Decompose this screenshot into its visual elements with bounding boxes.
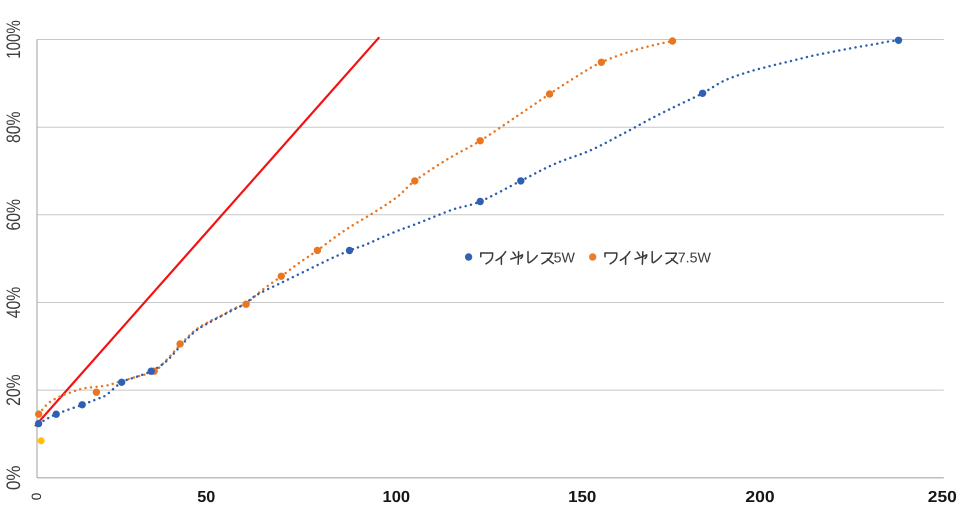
svg-text:40%: 40%	[3, 287, 25, 319]
svg-text:250: 250	[928, 489, 957, 506]
svg-text:100%: 100%	[3, 20, 25, 59]
svg-text:200: 200	[745, 489, 774, 506]
svg-text:7.5W: 7.5W	[678, 250, 712, 266]
svg-text:80%: 80%	[3, 111, 25, 143]
svg-text:50: 50	[197, 489, 215, 506]
svg-text:5W: 5W	[554, 250, 576, 266]
svg-text:100: 100	[383, 489, 411, 506]
svg-text:0: 0	[29, 493, 44, 501]
svg-text:0%: 0%	[3, 466, 25, 491]
svg-text:150: 150	[568, 489, 596, 506]
svg-text:20%: 20%	[3, 374, 25, 406]
svg-text:60%: 60%	[3, 199, 25, 231]
